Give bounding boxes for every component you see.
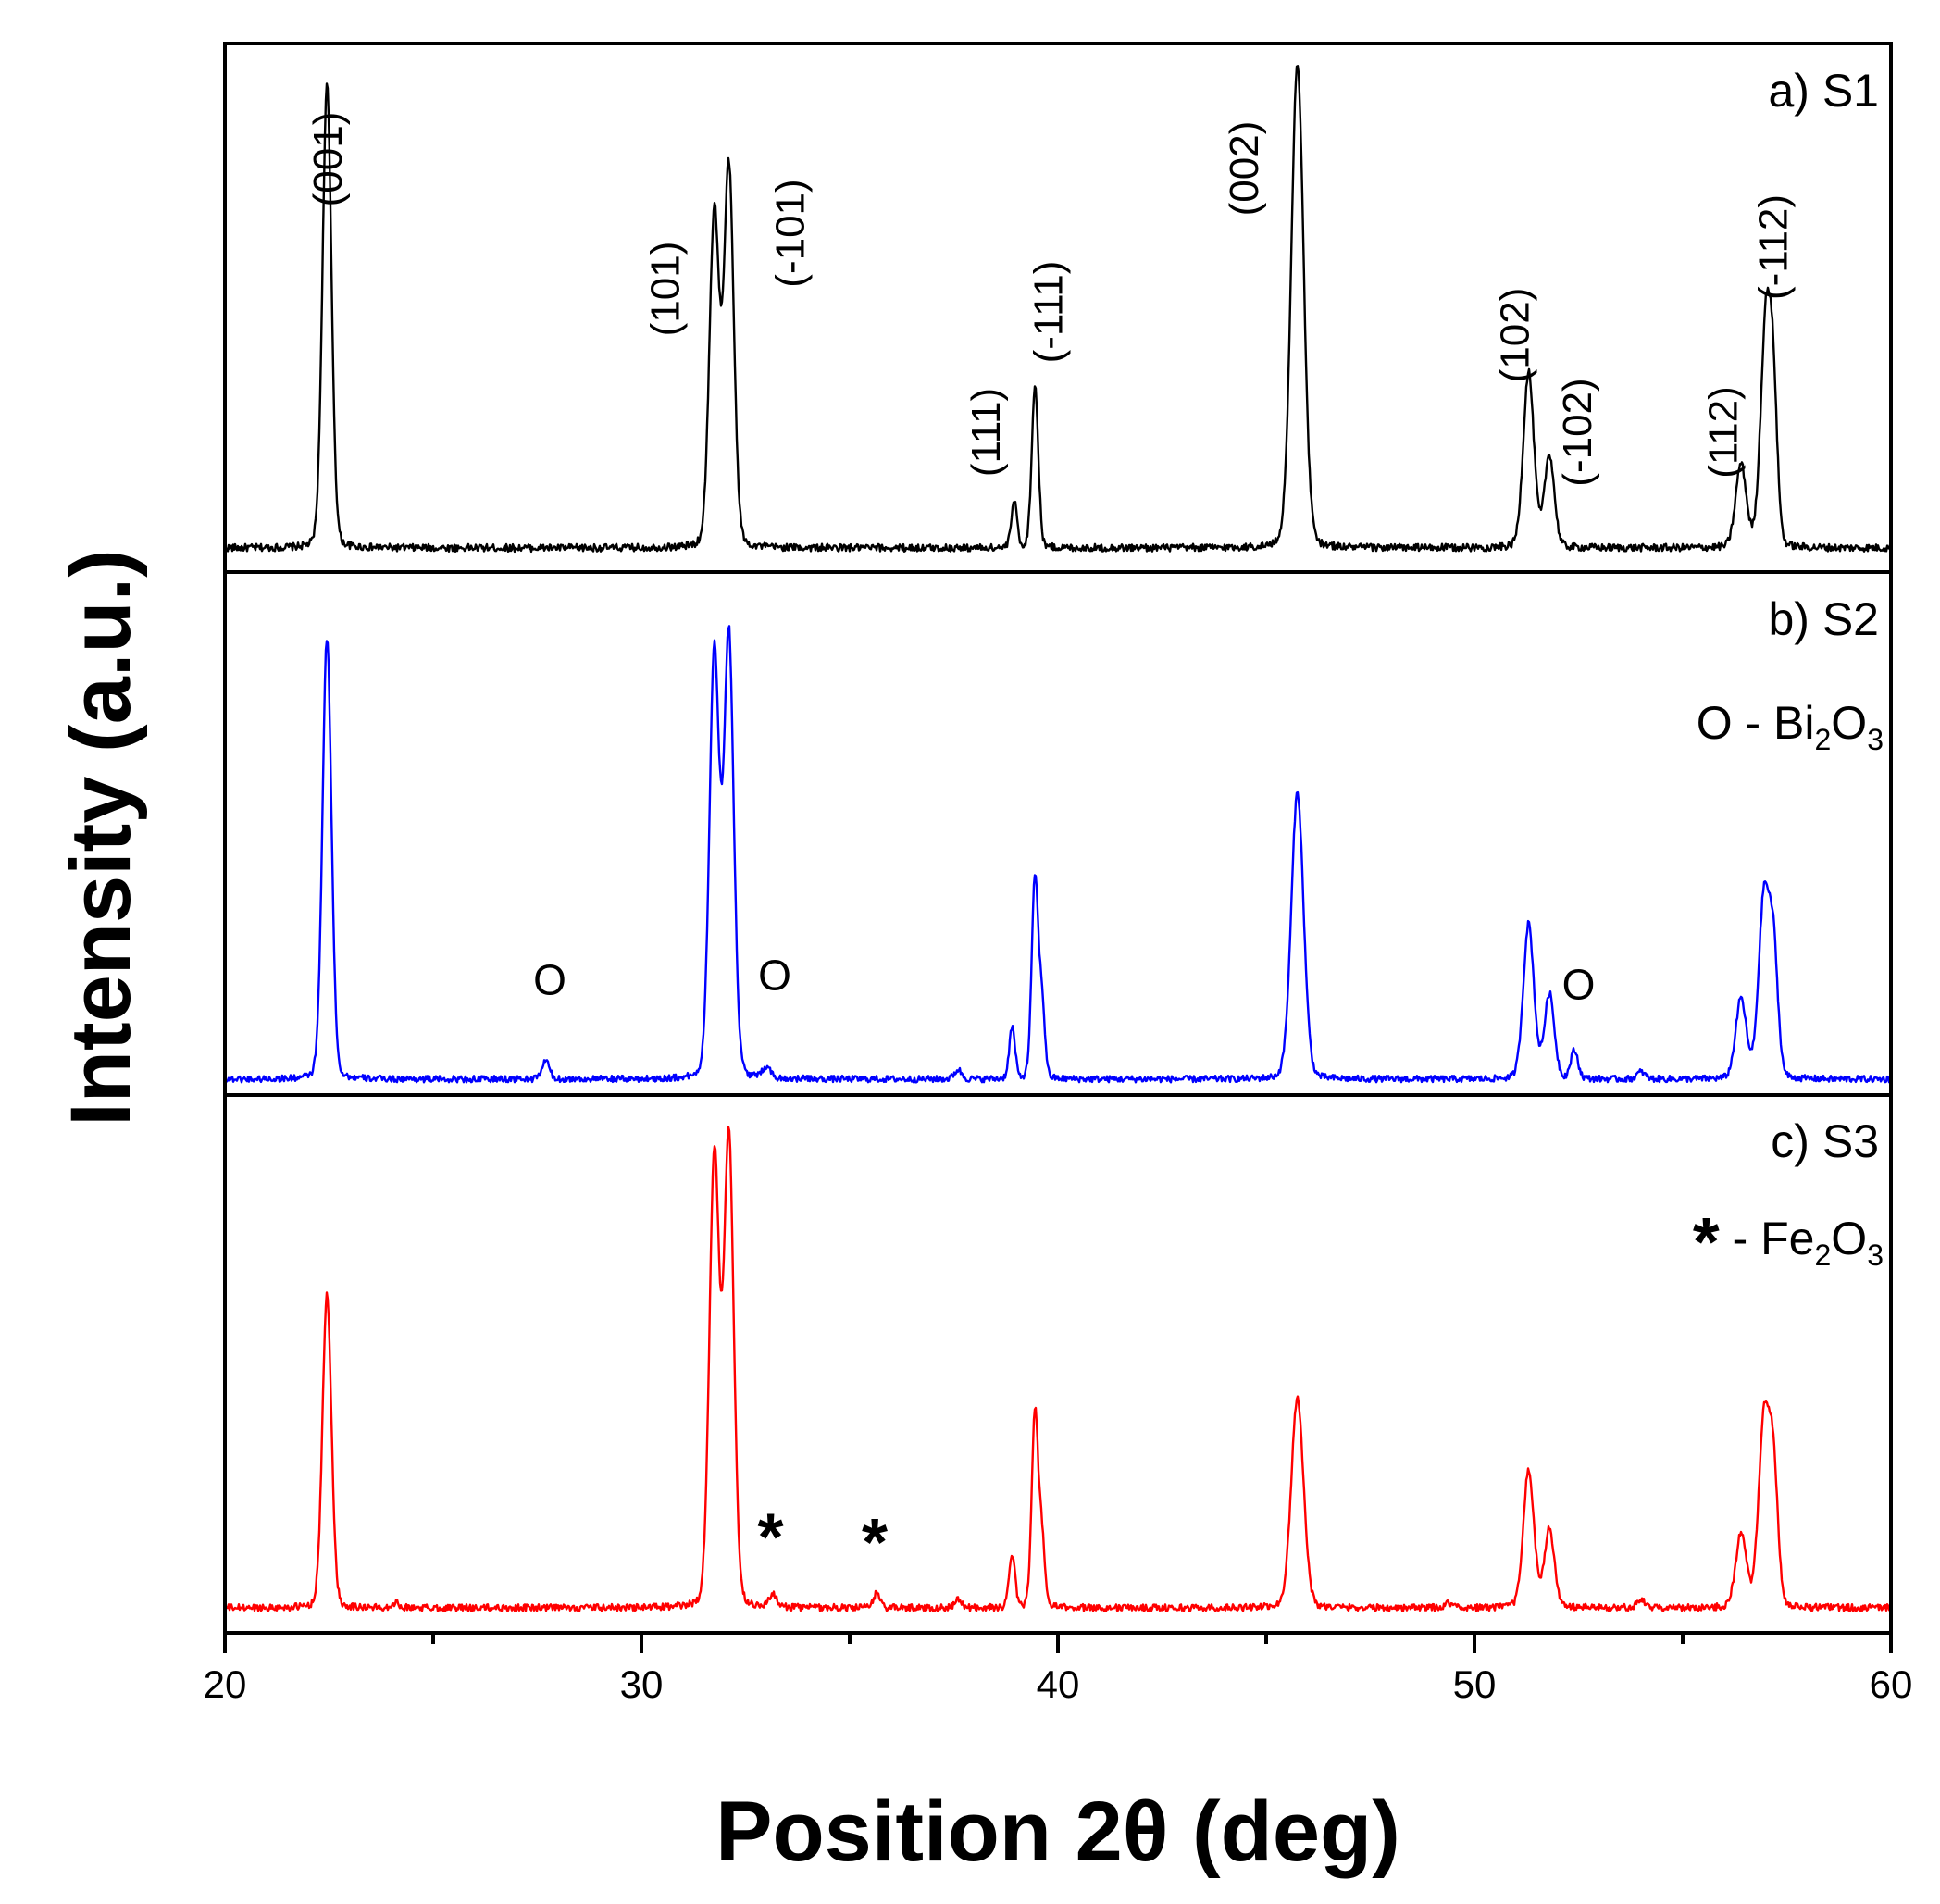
legend-fe2o3-symbol: * <box>1693 1203 1720 1280</box>
legend-bi2o3-sub1: 2 <box>1815 723 1832 756</box>
peak-label-s1-1: (101) <box>643 242 689 337</box>
legend-fe2o3-sub1: 2 <box>1815 1238 1832 1272</box>
peak-label-s1-9: (-112) <box>1751 194 1797 300</box>
legend-fe2o3-mid: O <box>1831 1213 1867 1264</box>
legend-bi2o3-sub2: 3 <box>1867 723 1884 756</box>
peak-annotations: (001) (101) (-101) (111) (-111) (002) (102) (-1… <box>305 112 1797 487</box>
x-tick-label-20: 20 <box>204 1662 247 1706</box>
phase-marker-s2-2: O <box>1562 961 1596 1009</box>
peak-label-s1-0: (001) <box>305 112 351 207</box>
peak-label-s1-3: (111) <box>964 388 1009 477</box>
trace-s3 <box>224 1126 1893 1612</box>
peak-label-s1-2: (-101) <box>768 179 814 287</box>
trace-s2 <box>223 625 1892 1084</box>
phase-marker-s3-0: * <box>757 1501 783 1575</box>
legend-fe2o3-prefix: - Fe <box>1720 1213 1815 1264</box>
legend-bi2o3-prefix: - Bi <box>1733 697 1815 749</box>
phase-markers: O O O * * <box>533 952 1595 1580</box>
trace-s1 <box>223 65 1893 554</box>
x-tick-label-60: 60 <box>1870 1662 1913 1706</box>
panel-title-s2: b) S2 <box>1768 593 1879 645</box>
phase-marker-s2-0: O <box>533 956 566 1004</box>
peak-label-s1-6: (102) <box>1493 288 1538 383</box>
legend-bi2o3-mid: O <box>1831 697 1867 749</box>
x-axis-label: Position 2θ (deg) <box>715 1785 1400 1879</box>
x-axis-ticks: 20 30 40 50 60 <box>204 1633 1913 1706</box>
panel-title-s3: c) S3 <box>1771 1115 1879 1167</box>
phase-marker-s3-1: * <box>862 1506 888 1580</box>
peak-label-s1-7: (-102) <box>1555 378 1600 486</box>
panel-title-s1: a) S1 <box>1768 65 1879 117</box>
x-tick-label-40: 40 <box>1037 1662 1080 1706</box>
x-tick-label-50: 50 <box>1453 1662 1497 1706</box>
peak-label-s1-8: (112) <box>1701 386 1747 478</box>
y-axis-label: Intensity (a.u.) <box>54 549 148 1126</box>
peak-label-s1-5: (002) <box>1222 121 1267 217</box>
phase-marker-s2-1: O <box>758 952 791 1000</box>
legend-fe2o3: * - Fe2O3 <box>1693 1203 1884 1280</box>
legend-bi2o3-symbol: O <box>1697 697 1733 749</box>
legend-fe2o3-sub2: 3 <box>1867 1238 1884 1272</box>
peak-label-s1-4: (-111) <box>1026 261 1072 364</box>
legend-bi2o3: O - Bi2O3 <box>1697 697 1884 756</box>
x-tick-label-30: 30 <box>620 1662 664 1706</box>
plot-frame <box>223 42 1893 1635</box>
